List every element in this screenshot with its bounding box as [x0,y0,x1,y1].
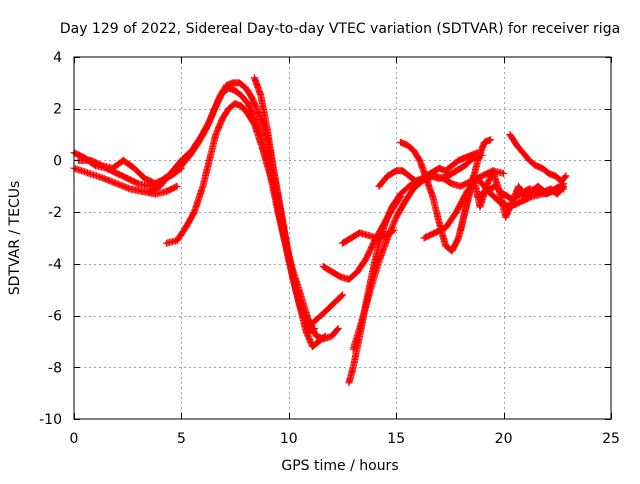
y-axis-label: SDTVAR / TECUs [7,181,23,296]
y-tick-label: -6 [48,309,62,325]
y-tick-label: -8 [48,360,62,376]
x-tick-label: 0 [70,431,79,447]
data-series-arc-10 [349,151,486,353]
data-layer [70,74,570,387]
y-tick-label: 2 [53,102,62,118]
x-tick-label: 5 [177,431,186,447]
data-series-arc-17 [474,180,568,203]
x-tick-label: 15 [387,431,405,447]
y-tick-label: 4 [53,50,62,66]
data-points-arc-7 [250,74,319,335]
chart-title: Day 129 of 2022, Sidereal Day-to-day VTE… [60,21,620,37]
data-points-arc-12 [375,149,482,190]
data-points-arc-17 [474,180,568,203]
y-tick-label: -4 [48,257,62,273]
data-points-arc-10 [349,151,486,353]
y-tick-label: -10 [39,412,62,428]
data-series-arc-11 [339,226,398,247]
plot-frame [73,56,612,420]
data-points-arc-16 [506,131,570,185]
x-tick-label: 25 [602,431,620,447]
x-axis-label: GPS time / hours [281,458,398,474]
data-series-arc-7 [250,74,319,335]
x-tick-label: 10 [280,431,298,447]
data-series-arc-16 [506,131,570,185]
y-tick-label: -2 [48,205,62,221]
ticks: 0 5 10 15 20 25 -10 -8 -6 -4 -2 0 2 4 [39,50,620,447]
y-tick-label: 0 [53,153,62,169]
x-tick-label: 20 [495,431,513,447]
data-points-arc-11 [339,226,398,247]
data-series-arc-12 [375,149,482,190]
